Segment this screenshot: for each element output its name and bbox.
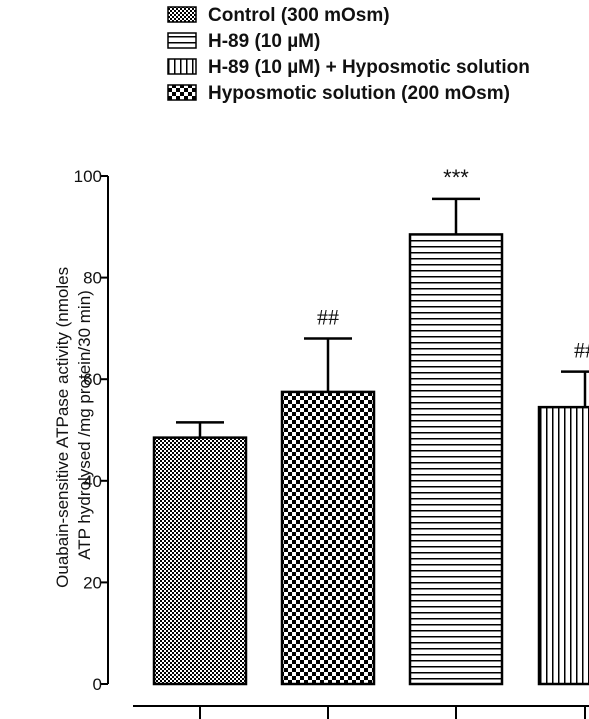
y-ticks: 0 20 40 60 80 100 [74, 167, 108, 694]
bar-annotation-1: ## [317, 305, 339, 330]
bar-3 [537, 405, 589, 686]
legend-swatch-3 [167, 84, 197, 101]
bars: ## *** ## [152, 165, 589, 686]
legend-label-3: Hyposmotic solution (200 mOsm) [208, 83, 510, 104]
legend-swatch-0 [167, 6, 197, 23]
bar-annotation-2: *** [443, 165, 469, 190]
y-tick-label-3: 60 [83, 370, 102, 389]
legend: Control (300 mOsm) H-89 (10 µM) H-89 (10 µ… [167, 5, 530, 104]
y-tick-label-0: 0 [93, 675, 102, 694]
y-tick-label-2: 40 [83, 472, 102, 491]
legend-label-2: H-89 (10 µM) + Hyposmotic solution [208, 57, 530, 78]
legend-swatch-1 [167, 32, 197, 49]
y-axis-label: Ouabain-sensitive ATPase activity (nmole… [53, 262, 94, 588]
bar-1 [280, 390, 376, 686]
bar-2 [408, 233, 504, 686]
legend-swatch-2 [167, 58, 197, 75]
legend-label-0: Control (300 mOsm) [208, 5, 390, 26]
bar-0 [152, 436, 248, 686]
legend-label-1: H-89 (10 µM) [208, 31, 320, 52]
bar-annotation-3: ## [574, 338, 589, 363]
y-tick-label-5: 100 [74, 167, 102, 186]
y-tick-label-4: 80 [83, 269, 102, 288]
y-axis-label-line-2: ATP hydrolysed /mg protein/30 min) [75, 290, 94, 560]
y-tick-label-1: 20 [83, 573, 102, 592]
y-axis-label-line-1: Ouabain-sensitive ATPase activity (nmole… [53, 267, 72, 588]
x-ticks [199, 706, 586, 719]
